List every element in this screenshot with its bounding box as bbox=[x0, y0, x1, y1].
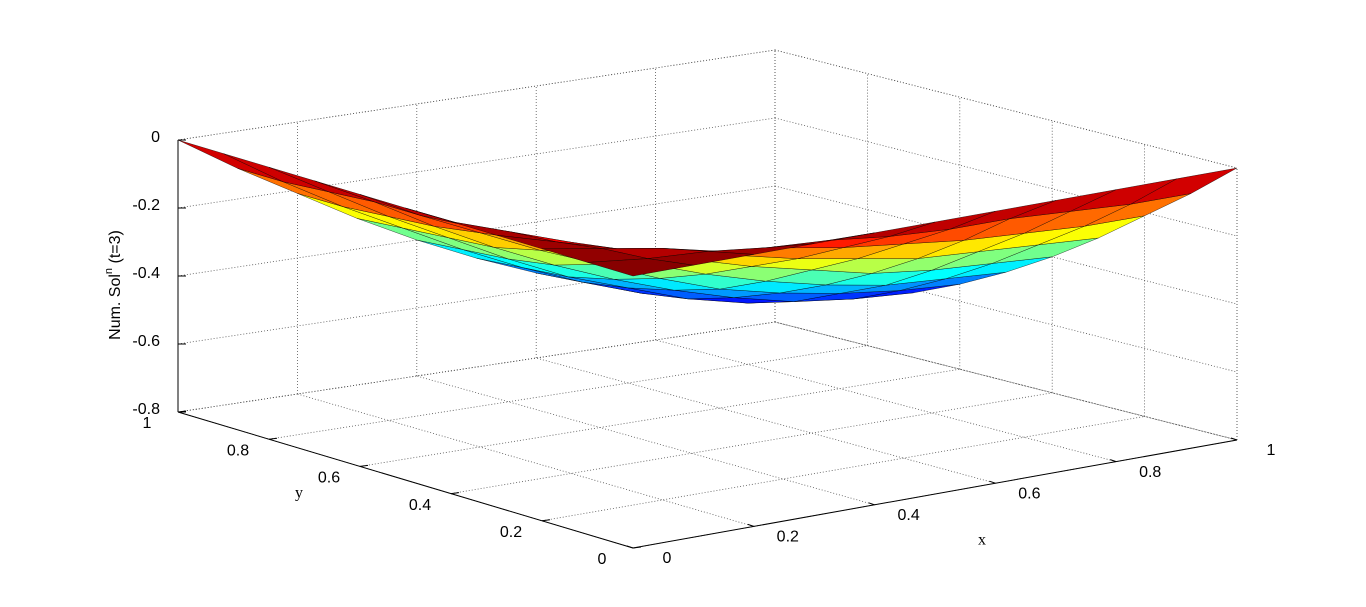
y-tick-label: 0 bbox=[598, 551, 607, 568]
grid-line bbox=[359, 368, 960, 467]
x-tick bbox=[626, 545, 634, 549]
grid-line bbox=[416, 375, 875, 506]
y-tick bbox=[359, 464, 369, 467]
z-tick-label: 0 bbox=[151, 129, 160, 146]
x-tick bbox=[989, 480, 996, 484]
x-tick-label: 0.2 bbox=[777, 529, 799, 546]
x-tick bbox=[747, 523, 754, 527]
grid-line bbox=[177, 49, 776, 141]
z-tick-label: -0.2 bbox=[132, 197, 160, 214]
y-tick bbox=[541, 519, 551, 522]
z-tick-label: -0.6 bbox=[132, 333, 160, 350]
y-tick-label: 0.6 bbox=[318, 470, 340, 487]
y-tick bbox=[450, 492, 460, 495]
surface-patch bbox=[223, 153, 329, 193]
grid-line bbox=[297, 393, 754, 527]
x-tick bbox=[1230, 437, 1238, 441]
z-label-main: Num. Sol bbox=[107, 274, 124, 340]
x-tick-label: 0.6 bbox=[1018, 485, 1040, 502]
x-tick-label: 0.8 bbox=[1139, 464, 1161, 481]
x-tick-label: 0 bbox=[663, 550, 672, 567]
y-tick-label: 0.4 bbox=[409, 497, 431, 514]
x-tick bbox=[1110, 459, 1117, 463]
surface-patch bbox=[587, 258, 694, 277]
grid-line bbox=[774, 49, 1238, 169]
grid-line bbox=[536, 357, 996, 484]
x-axis bbox=[632, 439, 1238, 549]
y-tick-label: 0.8 bbox=[227, 442, 249, 459]
z-tick-label: -0.4 bbox=[132, 265, 160, 282]
z-tick-label: -0.8 bbox=[132, 401, 160, 418]
y-tick-label: 1 bbox=[143, 415, 152, 432]
x-tick bbox=[868, 502, 875, 506]
z-label-rest: (t=3) bbox=[107, 230, 124, 268]
x-tick-label: 1 bbox=[1267, 442, 1276, 459]
x-tick-label: 0.4 bbox=[897, 507, 919, 524]
y-tick-label: 0.2 bbox=[500, 524, 522, 541]
x-axis-label: x bbox=[978, 532, 986, 549]
y-tick bbox=[632, 546, 642, 549]
grid-line bbox=[177, 117, 776, 209]
z-label-sup: n bbox=[103, 268, 115, 274]
grid-line bbox=[541, 416, 1145, 522]
y-tick bbox=[268, 437, 278, 440]
z-axis-label: Num. Soln (t=3) bbox=[103, 230, 124, 340]
y-axis bbox=[177, 411, 634, 549]
grid-line bbox=[450, 392, 1053, 494]
y-axis-label: y bbox=[295, 485, 303, 502]
grid-line bbox=[655, 339, 1117, 462]
surface-patch bbox=[177, 139, 284, 183]
grid-line bbox=[268, 345, 868, 440]
